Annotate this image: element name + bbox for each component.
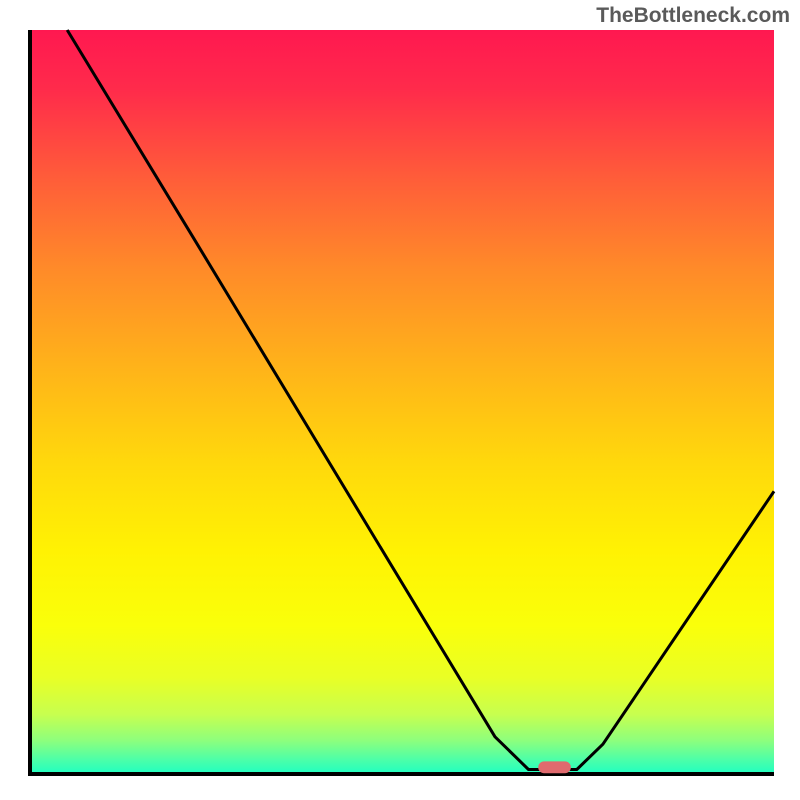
- watermark-text: TheBottleneck.com: [596, 4, 790, 28]
- plot-background: [30, 30, 774, 774]
- chart-svg: [0, 0, 800, 800]
- optimum-marker: [538, 761, 571, 773]
- bottleneck-chart: [0, 0, 800, 800]
